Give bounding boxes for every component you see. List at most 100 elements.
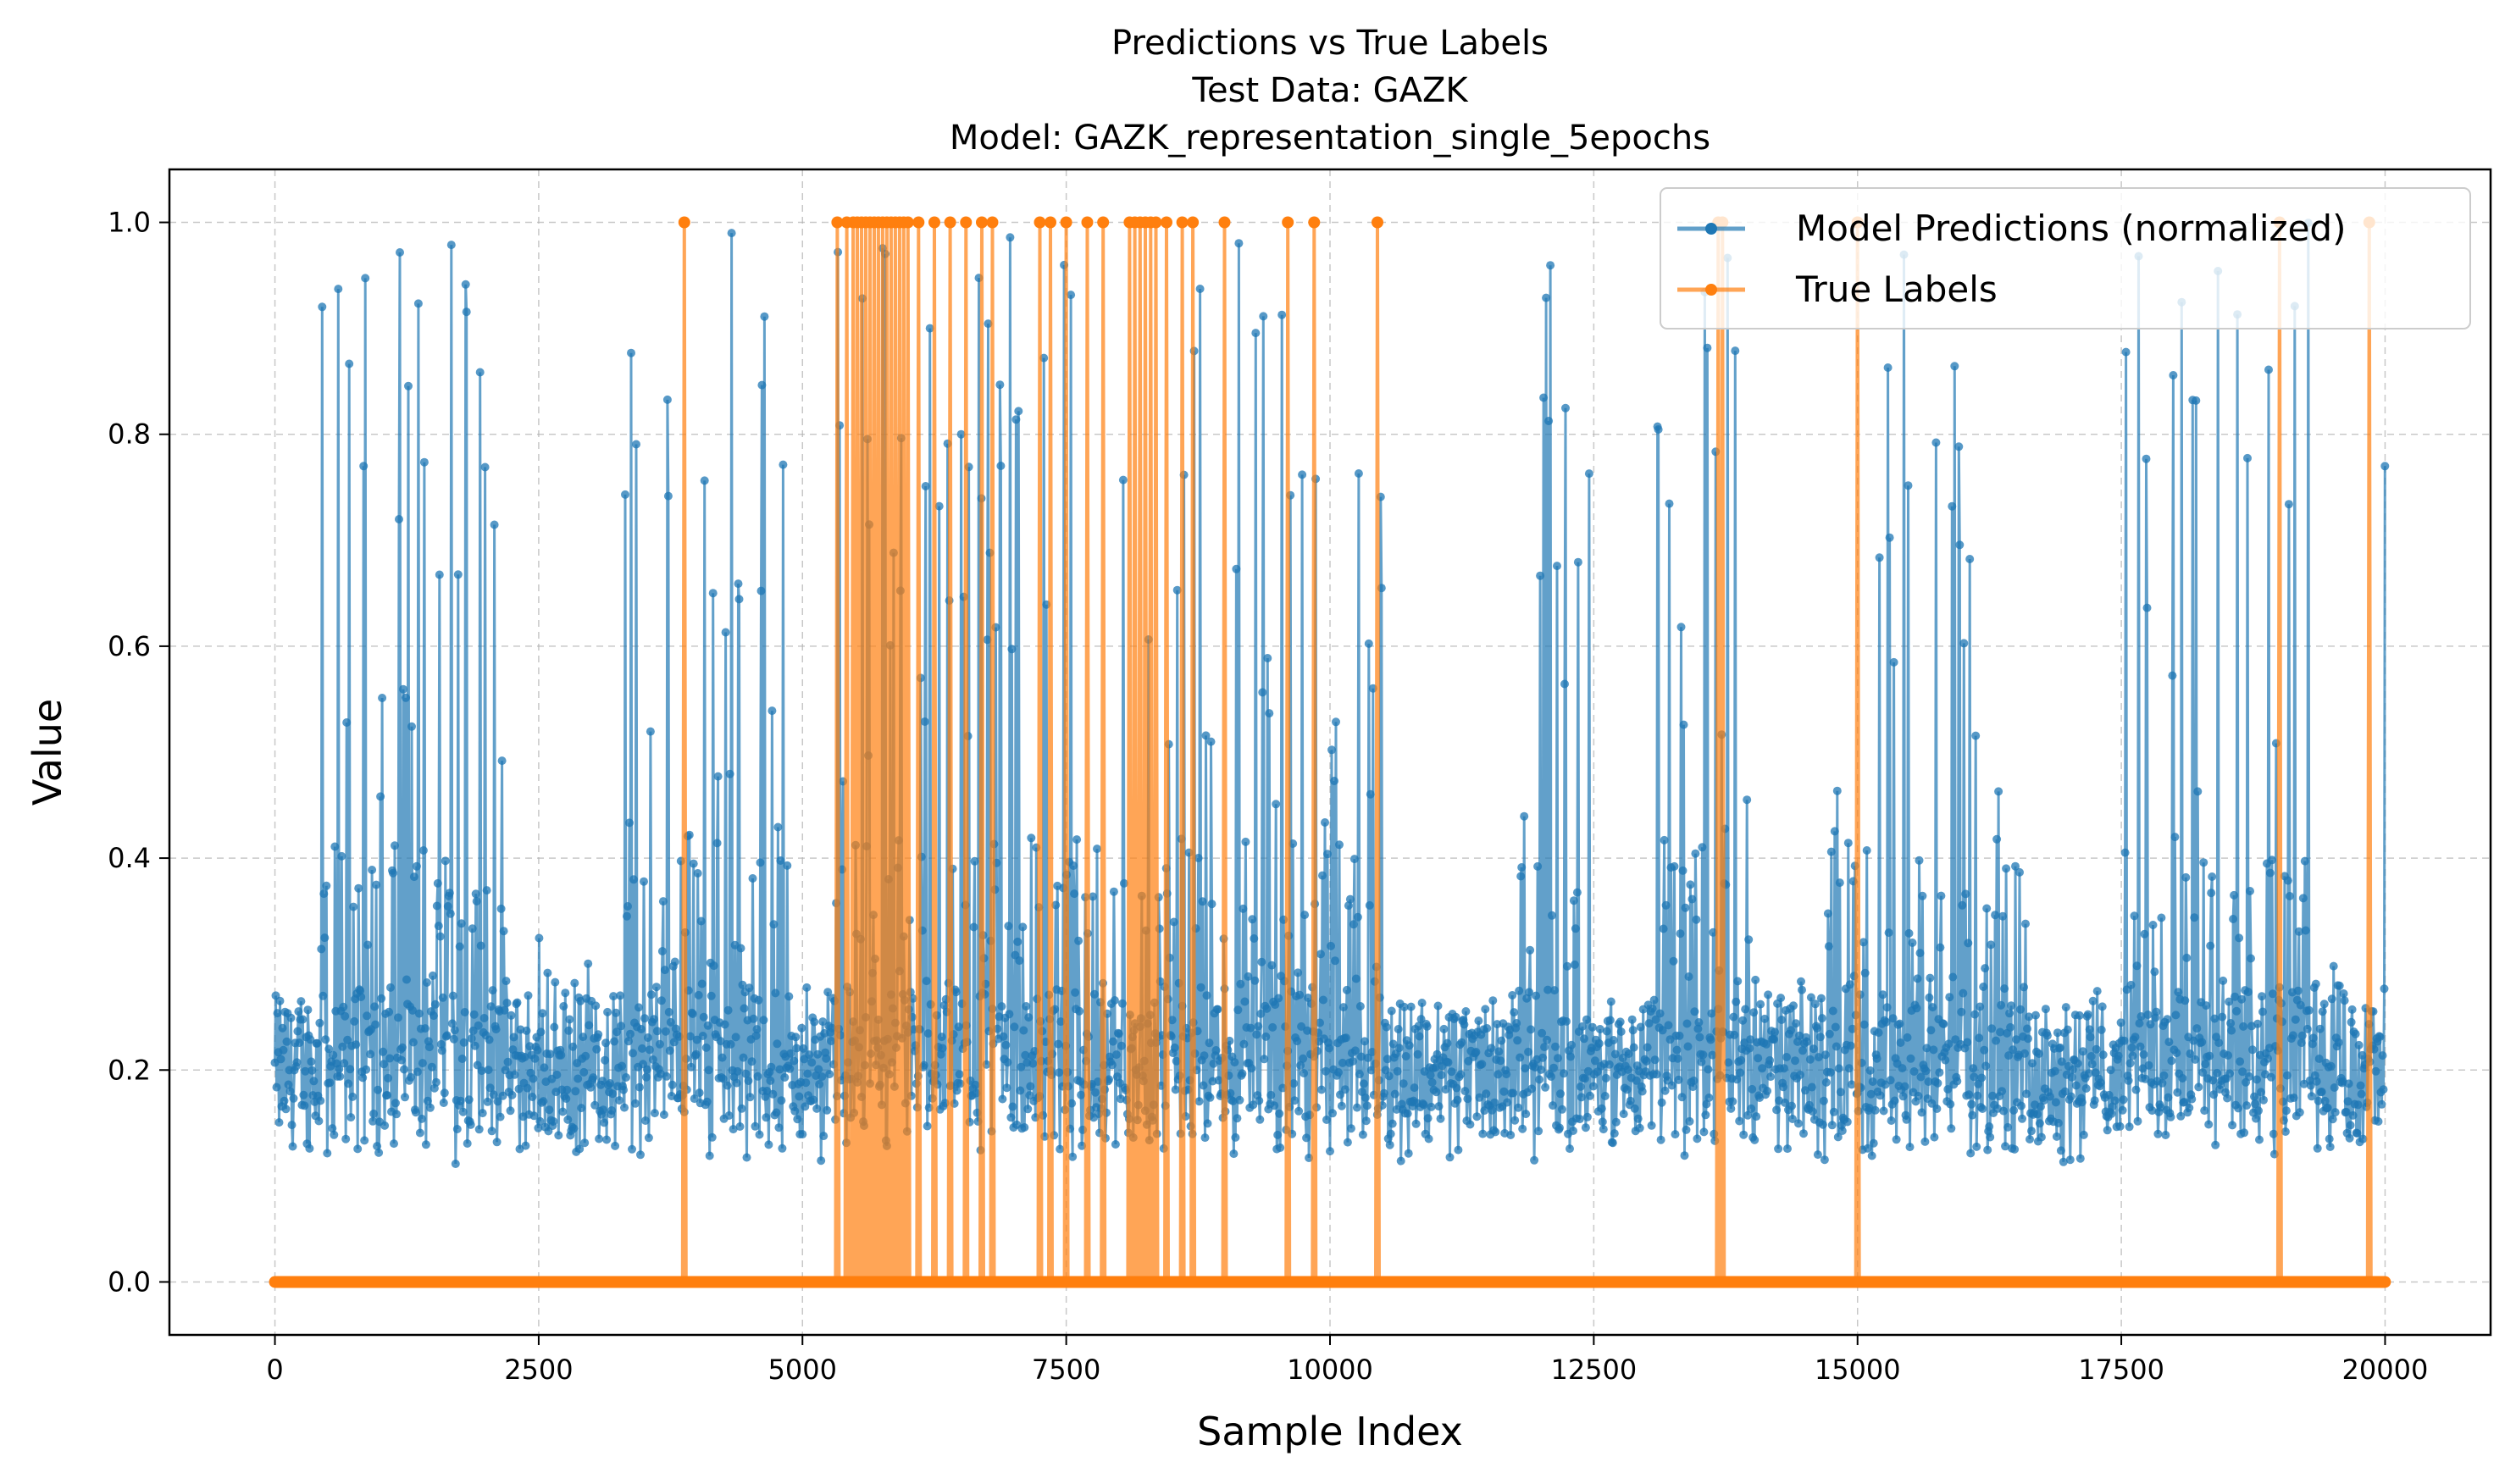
prediction-point bbox=[735, 1122, 745, 1131]
prediction-point bbox=[2071, 1081, 2081, 1090]
prediction-point bbox=[762, 1113, 771, 1122]
prediction-point bbox=[601, 1055, 610, 1065]
prediction-point bbox=[1837, 1127, 1847, 1135]
prediction-point bbox=[1487, 1044, 1496, 1053]
prediction-point bbox=[2297, 1031, 2307, 1040]
prediction-point bbox=[1743, 1110, 1753, 1120]
prediction-point bbox=[1870, 1105, 1880, 1115]
prediction-point bbox=[1680, 1151, 1689, 1160]
prediction-point bbox=[2353, 1129, 2362, 1138]
prediction-point bbox=[702, 1097, 712, 1106]
prediction-point bbox=[2199, 858, 2208, 867]
prediction-point bbox=[1570, 960, 1579, 969]
prediction-point bbox=[1684, 972, 1693, 981]
prediction-point bbox=[357, 993, 366, 1001]
prediction-point bbox=[402, 975, 411, 984]
prediction-point bbox=[632, 440, 640, 449]
prediction-point bbox=[1650, 1055, 1660, 1065]
prediction-point bbox=[1904, 928, 1914, 938]
prediction-point bbox=[2358, 1134, 2368, 1143]
prediction-point bbox=[1835, 878, 1844, 888]
prediction-point bbox=[1878, 990, 1887, 999]
prediction-point bbox=[1609, 1036, 1618, 1044]
prediction-point bbox=[1535, 1075, 1544, 1084]
prediction-point bbox=[921, 482, 930, 490]
prediction-point bbox=[803, 1069, 812, 1078]
prediction-point bbox=[1980, 1045, 1989, 1055]
prediction-point bbox=[459, 1038, 468, 1047]
prediction-point bbox=[1820, 1155, 1829, 1165]
prediction-point bbox=[1909, 1067, 1919, 1076]
prediction-point bbox=[1341, 1033, 1350, 1043]
prediction-point bbox=[2351, 1029, 2360, 1038]
prediction-point bbox=[1538, 1053, 1548, 1062]
prediction-point bbox=[278, 1023, 287, 1033]
prediction-point bbox=[805, 1050, 814, 1060]
prediction-point bbox=[2015, 867, 2024, 877]
prediction-point bbox=[2318, 1007, 2327, 1016]
prediction-point bbox=[658, 897, 668, 906]
prediction-point bbox=[721, 628, 730, 637]
prediction-point bbox=[817, 1072, 827, 1082]
prediction-point bbox=[1908, 939, 1917, 947]
prediction-point bbox=[429, 1011, 438, 1021]
prediction-point bbox=[346, 1065, 355, 1074]
prediction-point bbox=[2266, 1072, 2275, 1082]
prediction-point bbox=[1922, 1044, 1931, 1053]
prediction-point bbox=[379, 1047, 388, 1056]
prediction-point bbox=[1865, 1066, 1875, 1075]
prediction-point bbox=[1258, 688, 1267, 697]
prediction-point bbox=[2264, 365, 2273, 374]
prediction-point bbox=[751, 1031, 761, 1040]
prediction-point bbox=[419, 457, 429, 467]
prediction-point bbox=[956, 1079, 965, 1088]
prediction-point bbox=[404, 381, 413, 390]
prediction-point bbox=[2180, 1098, 2189, 1106]
prediction-point bbox=[1647, 1121, 1656, 1130]
prediction-point bbox=[373, 1142, 382, 1151]
prediction-point bbox=[1766, 1072, 1776, 1082]
prediction-point bbox=[1792, 1019, 1800, 1028]
prediction-point bbox=[1687, 894, 1697, 904]
prediction-point bbox=[2118, 1105, 2127, 1115]
y-tick-label: 0.4 bbox=[108, 842, 151, 874]
prediction-point bbox=[275, 996, 285, 1005]
prediction-point bbox=[2181, 996, 2190, 1005]
prediction-point bbox=[1950, 362, 1959, 371]
prediction-point bbox=[814, 1065, 823, 1074]
prediction-point bbox=[441, 856, 450, 866]
prediction-point bbox=[1018, 922, 1028, 932]
prediction-point bbox=[1355, 1070, 1364, 1079]
prediction-point bbox=[1508, 991, 1517, 999]
prediction-point bbox=[2330, 1108, 2340, 1117]
prediction-point bbox=[1169, 917, 1178, 927]
prediction-point bbox=[1619, 1110, 1628, 1119]
prediction-point bbox=[1118, 475, 1128, 485]
prediction-point bbox=[2158, 1078, 2167, 1088]
prediction-point bbox=[2303, 1024, 2312, 1033]
prediction-point bbox=[2298, 894, 2308, 903]
prediction-point bbox=[1233, 1114, 1242, 1123]
prediction-point bbox=[474, 1021, 483, 1030]
prediction-point bbox=[509, 1033, 518, 1042]
prediction-point bbox=[2103, 1126, 2112, 1135]
prediction-point bbox=[638, 1044, 646, 1053]
prediction-point bbox=[1575, 1115, 1584, 1124]
prediction-point bbox=[2073, 1059, 2082, 1068]
prediction-point bbox=[2341, 1107, 2351, 1116]
prediction-point bbox=[1652, 1070, 1661, 1079]
prediction-point bbox=[1580, 1074, 1589, 1083]
prediction-point bbox=[1325, 1044, 1333, 1053]
prediction-point bbox=[491, 1025, 501, 1034]
prediction-point bbox=[1252, 1030, 1261, 1039]
prediction-point bbox=[1682, 1019, 1692, 1028]
prediction-point bbox=[1534, 1127, 1543, 1136]
prediction-point bbox=[607, 1106, 617, 1115]
prediction-point bbox=[1540, 1043, 1549, 1052]
prediction-point bbox=[612, 1027, 622, 1037]
prediction-point bbox=[1232, 564, 1241, 573]
prediction-point bbox=[2253, 1075, 2261, 1084]
prediction-point bbox=[2051, 1098, 2060, 1107]
prediction-point bbox=[1704, 1065, 1713, 1074]
prediction-point bbox=[391, 841, 399, 850]
